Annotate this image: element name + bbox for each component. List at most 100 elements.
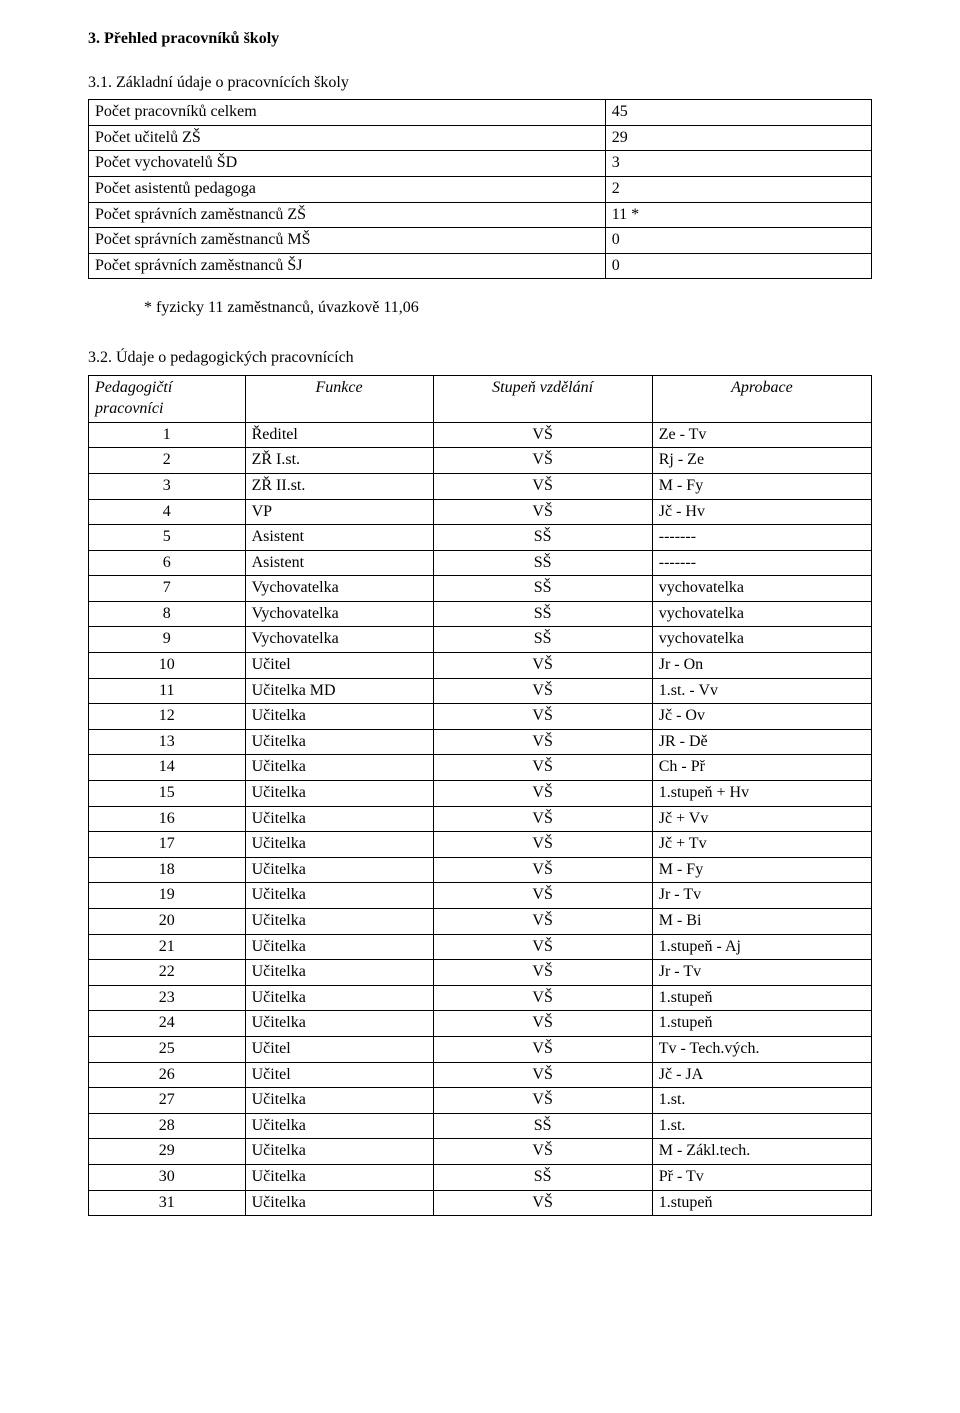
row-education: VŠ bbox=[433, 1088, 652, 1114]
row-education: SŠ bbox=[433, 1164, 652, 1190]
row-value: 2 bbox=[605, 176, 871, 202]
table-row: 11Učitelka MDVŠ1.st. - Vv bbox=[89, 678, 872, 704]
row-number: 2 bbox=[89, 448, 246, 474]
table-row: 22UčitelkaVŠJr - Tv bbox=[89, 960, 872, 986]
row-number: 15 bbox=[89, 781, 246, 807]
table-row: 17UčitelkaVŠJč + Tv bbox=[89, 832, 872, 858]
table-row: Počet asistentů pedagoga2 bbox=[89, 176, 872, 202]
table-row: 5AsistentSŠ------- bbox=[89, 525, 872, 551]
row-aprobace: Jč - Ov bbox=[652, 704, 871, 730]
row-aprobace: Př - Tv bbox=[652, 1164, 871, 1190]
row-aprobace: 1.st. - Vv bbox=[652, 678, 871, 704]
row-aprobace: 1.st. bbox=[652, 1113, 871, 1139]
row-education: VŠ bbox=[433, 909, 652, 935]
row-number: 18 bbox=[89, 857, 246, 883]
row-aprobace: 1.stupeň bbox=[652, 1190, 871, 1216]
row-education: VŠ bbox=[433, 1139, 652, 1165]
row-education: VŠ bbox=[433, 883, 652, 909]
row-function: Učitelka bbox=[245, 1011, 433, 1037]
basic-data-table: Počet pracovníků celkem45Počet učitelů Z… bbox=[88, 99, 872, 279]
row-number: 20 bbox=[89, 909, 246, 935]
row-function: Vychovatelka bbox=[245, 601, 433, 627]
row-number: 6 bbox=[89, 550, 246, 576]
table-row: Počet pracovníků celkem45 bbox=[89, 100, 872, 126]
row-number: 24 bbox=[89, 1011, 246, 1037]
row-education: VŠ bbox=[433, 781, 652, 807]
footnote: * fyzicky 11 zaměstnanců, úvazkově 11,06 bbox=[144, 297, 872, 319]
row-value: 11 * bbox=[605, 202, 871, 228]
row-function: Učitelka bbox=[245, 1139, 433, 1165]
row-label: Počet asistentů pedagoga bbox=[89, 176, 606, 202]
row-education: VŠ bbox=[433, 1062, 652, 1088]
table-row: 3ZŘ II.st.VŠM - Fy bbox=[89, 473, 872, 499]
row-function: Učitelka bbox=[245, 1190, 433, 1216]
row-aprobace: ------- bbox=[652, 525, 871, 551]
row-number: 9 bbox=[89, 627, 246, 653]
row-number: 25 bbox=[89, 1036, 246, 1062]
row-number: 3 bbox=[89, 473, 246, 499]
table-row: 31UčitelkaVŠ1.stupeň bbox=[89, 1190, 872, 1216]
row-number: 28 bbox=[89, 1113, 246, 1139]
row-education: VŠ bbox=[433, 422, 652, 448]
row-aprobace: Jč - JA bbox=[652, 1062, 871, 1088]
table-row: 16UčitelkaVŠJč + Vv bbox=[89, 806, 872, 832]
row-label: Počet správních zaměstnanců MŠ bbox=[89, 228, 606, 254]
col-header-ped: Pedagogičtí pracovníci bbox=[89, 375, 246, 422]
row-aprobace: JR - Dě bbox=[652, 729, 871, 755]
table-row: 8VychovatelkaSŠvychovatelka bbox=[89, 601, 872, 627]
row-function: Učitelka bbox=[245, 960, 433, 986]
table-row: 15UčitelkaVŠ1.stupeň + Hv bbox=[89, 781, 872, 807]
row-function: Učitel bbox=[245, 1036, 433, 1062]
row-aprobace: Jč - Hv bbox=[652, 499, 871, 525]
table-row: 9VychovatelkaSŠvychovatelka bbox=[89, 627, 872, 653]
row-aprobace: 1.stupeň bbox=[652, 985, 871, 1011]
row-aprobace: M - Bi bbox=[652, 909, 871, 935]
row-function: Učitelka bbox=[245, 934, 433, 960]
row-aprobace: M - Fy bbox=[652, 857, 871, 883]
row-number: 27 bbox=[89, 1088, 246, 1114]
table-row: 20UčitelkaVŠM - Bi bbox=[89, 909, 872, 935]
row-function: Učitelka bbox=[245, 883, 433, 909]
row-aprobace: Ze - Tv bbox=[652, 422, 871, 448]
row-function: Ředitel bbox=[245, 422, 433, 448]
row-aprobace: 1.stupeň + Hv bbox=[652, 781, 871, 807]
row-function: Učitelka bbox=[245, 909, 433, 935]
row-function: ZŘ II.st. bbox=[245, 473, 433, 499]
row-number: 7 bbox=[89, 576, 246, 602]
row-aprobace: 1.stupeň bbox=[652, 1011, 871, 1037]
row-number: 31 bbox=[89, 1190, 246, 1216]
row-education: SŠ bbox=[433, 576, 652, 602]
col-header-func: Funkce bbox=[245, 375, 433, 422]
pedagog-table: Pedagogičtí pracovníci Funkce Stupeň vzd… bbox=[88, 375, 872, 1217]
row-education: SŠ bbox=[433, 550, 652, 576]
row-aprobace: M - Fy bbox=[652, 473, 871, 499]
row-function: Asistent bbox=[245, 525, 433, 551]
table-row: Počet správních zaměstnanců ZŠ11 * bbox=[89, 202, 872, 228]
row-number: 4 bbox=[89, 499, 246, 525]
row-function: Učitel bbox=[245, 653, 433, 679]
row-function: Učitelka bbox=[245, 729, 433, 755]
row-education: VŠ bbox=[433, 985, 652, 1011]
row-education: VŠ bbox=[433, 806, 652, 832]
row-function: Učitelka bbox=[245, 857, 433, 883]
row-function: Vychovatelka bbox=[245, 576, 433, 602]
table-row: Počet vychovatelů ŠD3 bbox=[89, 151, 872, 177]
row-education: VŠ bbox=[433, 934, 652, 960]
row-function: Učitelka bbox=[245, 985, 433, 1011]
table-row: 30UčitelkaSŠPř - Tv bbox=[89, 1164, 872, 1190]
row-function: Učitelka bbox=[245, 832, 433, 858]
row-education: VŠ bbox=[433, 1190, 652, 1216]
row-function: ZŘ I.st. bbox=[245, 448, 433, 474]
row-education: VŠ bbox=[433, 473, 652, 499]
row-number: 29 bbox=[89, 1139, 246, 1165]
row-education: VŠ bbox=[433, 653, 652, 679]
row-education: VŠ bbox=[433, 832, 652, 858]
row-aprobace: vychovatelka bbox=[652, 627, 871, 653]
table-row: 10UčitelVŠJr - On bbox=[89, 653, 872, 679]
table-row: Počet učitelů ZŠ29 bbox=[89, 125, 872, 151]
row-function: Asistent bbox=[245, 550, 433, 576]
row-number: 13 bbox=[89, 729, 246, 755]
row-aprobace: Jr - Tv bbox=[652, 883, 871, 909]
table-row: 13UčitelkaVŠJR - Dě bbox=[89, 729, 872, 755]
row-number: 1 bbox=[89, 422, 246, 448]
